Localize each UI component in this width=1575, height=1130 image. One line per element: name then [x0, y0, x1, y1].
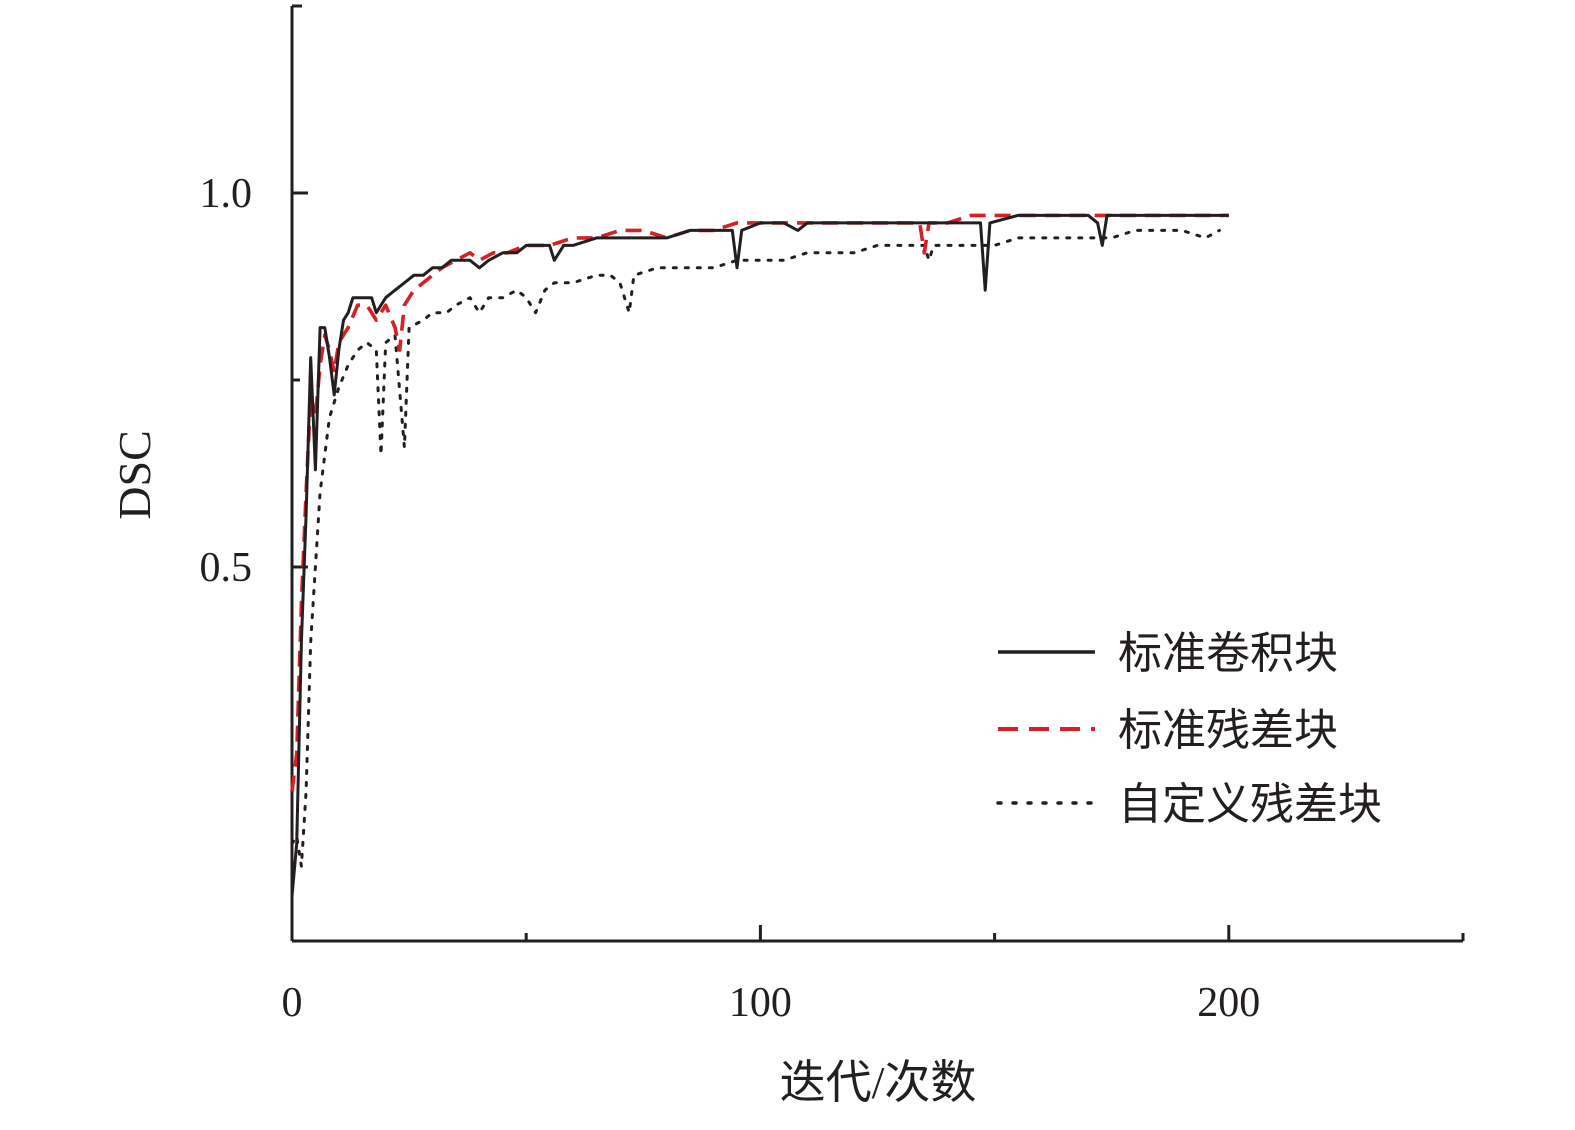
- series-layer: [290, 213, 1229, 897]
- axes: 0 100 200 0.5 1.0: [200, 4, 1465, 1026]
- legend-label: 标准卷积块: [1118, 628, 1338, 679]
- y-tick-label: 0.5: [200, 545, 253, 591]
- y-axis-title: DSC: [109, 430, 160, 519]
- series-line-dotted: [290, 228, 1221, 868]
- series-line-solid: [290, 213, 1229, 897]
- series-line-dashed: [290, 213, 1229, 792]
- y-tick-label: 1.0: [200, 171, 253, 217]
- x-tick-label: 0: [282, 980, 303, 1026]
- legend-label: 标准残差块: [1118, 705, 1338, 756]
- x-tick-label: 100: [729, 980, 792, 1026]
- x-tick-label: 200: [1197, 980, 1260, 1026]
- legend-label: 自定义残差块: [1118, 779, 1382, 830]
- x-axis-title: 迭代/次数: [780, 1057, 977, 1108]
